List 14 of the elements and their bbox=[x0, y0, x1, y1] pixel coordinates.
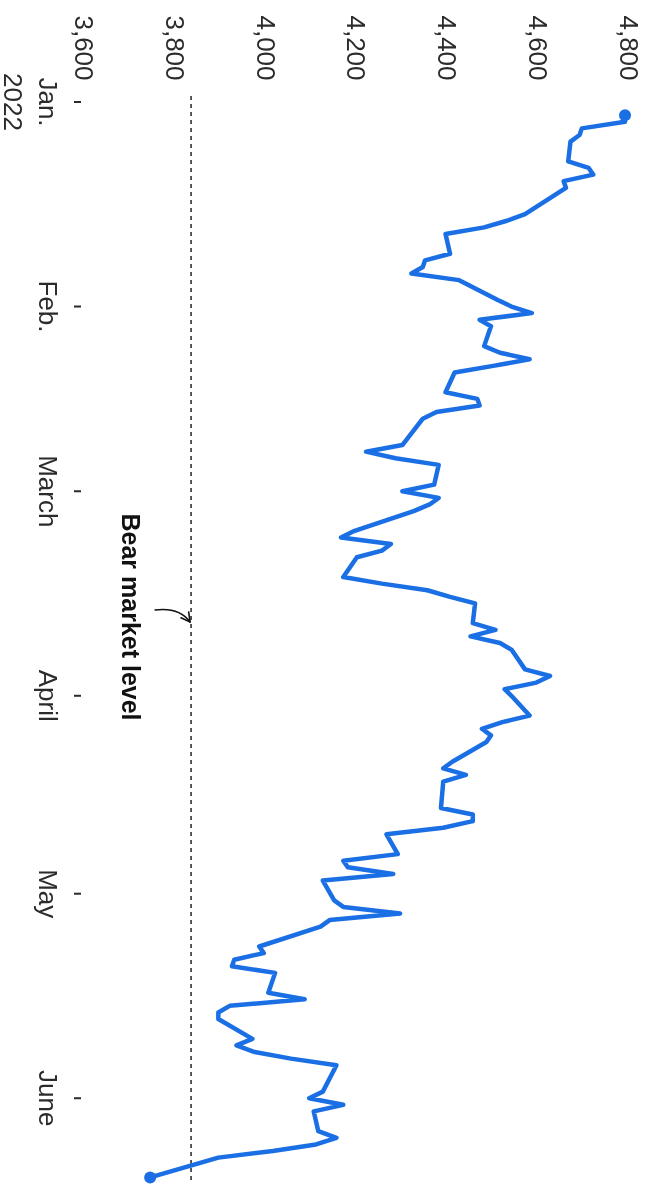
y-tick-label: March bbox=[32, 455, 63, 528]
ref-line-label: Bear market level bbox=[117, 513, 146, 721]
x-tick-label: 4,800 bbox=[614, 15, 645, 81]
x-tick-label: 3,600 bbox=[68, 15, 99, 81]
y-tick-label: April bbox=[32, 669, 63, 722]
y-tick-label: Feb. bbox=[32, 280, 63, 333]
x-tick-label: 4,000 bbox=[250, 15, 281, 81]
x-tick-label: 4,400 bbox=[432, 15, 463, 81]
x-tick-label: 4,200 bbox=[341, 15, 372, 81]
x-tick-label: 4,600 bbox=[523, 15, 554, 81]
y-tick-label: Jan. 2022 bbox=[0, 73, 63, 131]
y-tick-label: May bbox=[32, 869, 63, 919]
y-tick-label: June bbox=[32, 1070, 63, 1127]
x-tick-label: 3,800 bbox=[159, 15, 190, 81]
